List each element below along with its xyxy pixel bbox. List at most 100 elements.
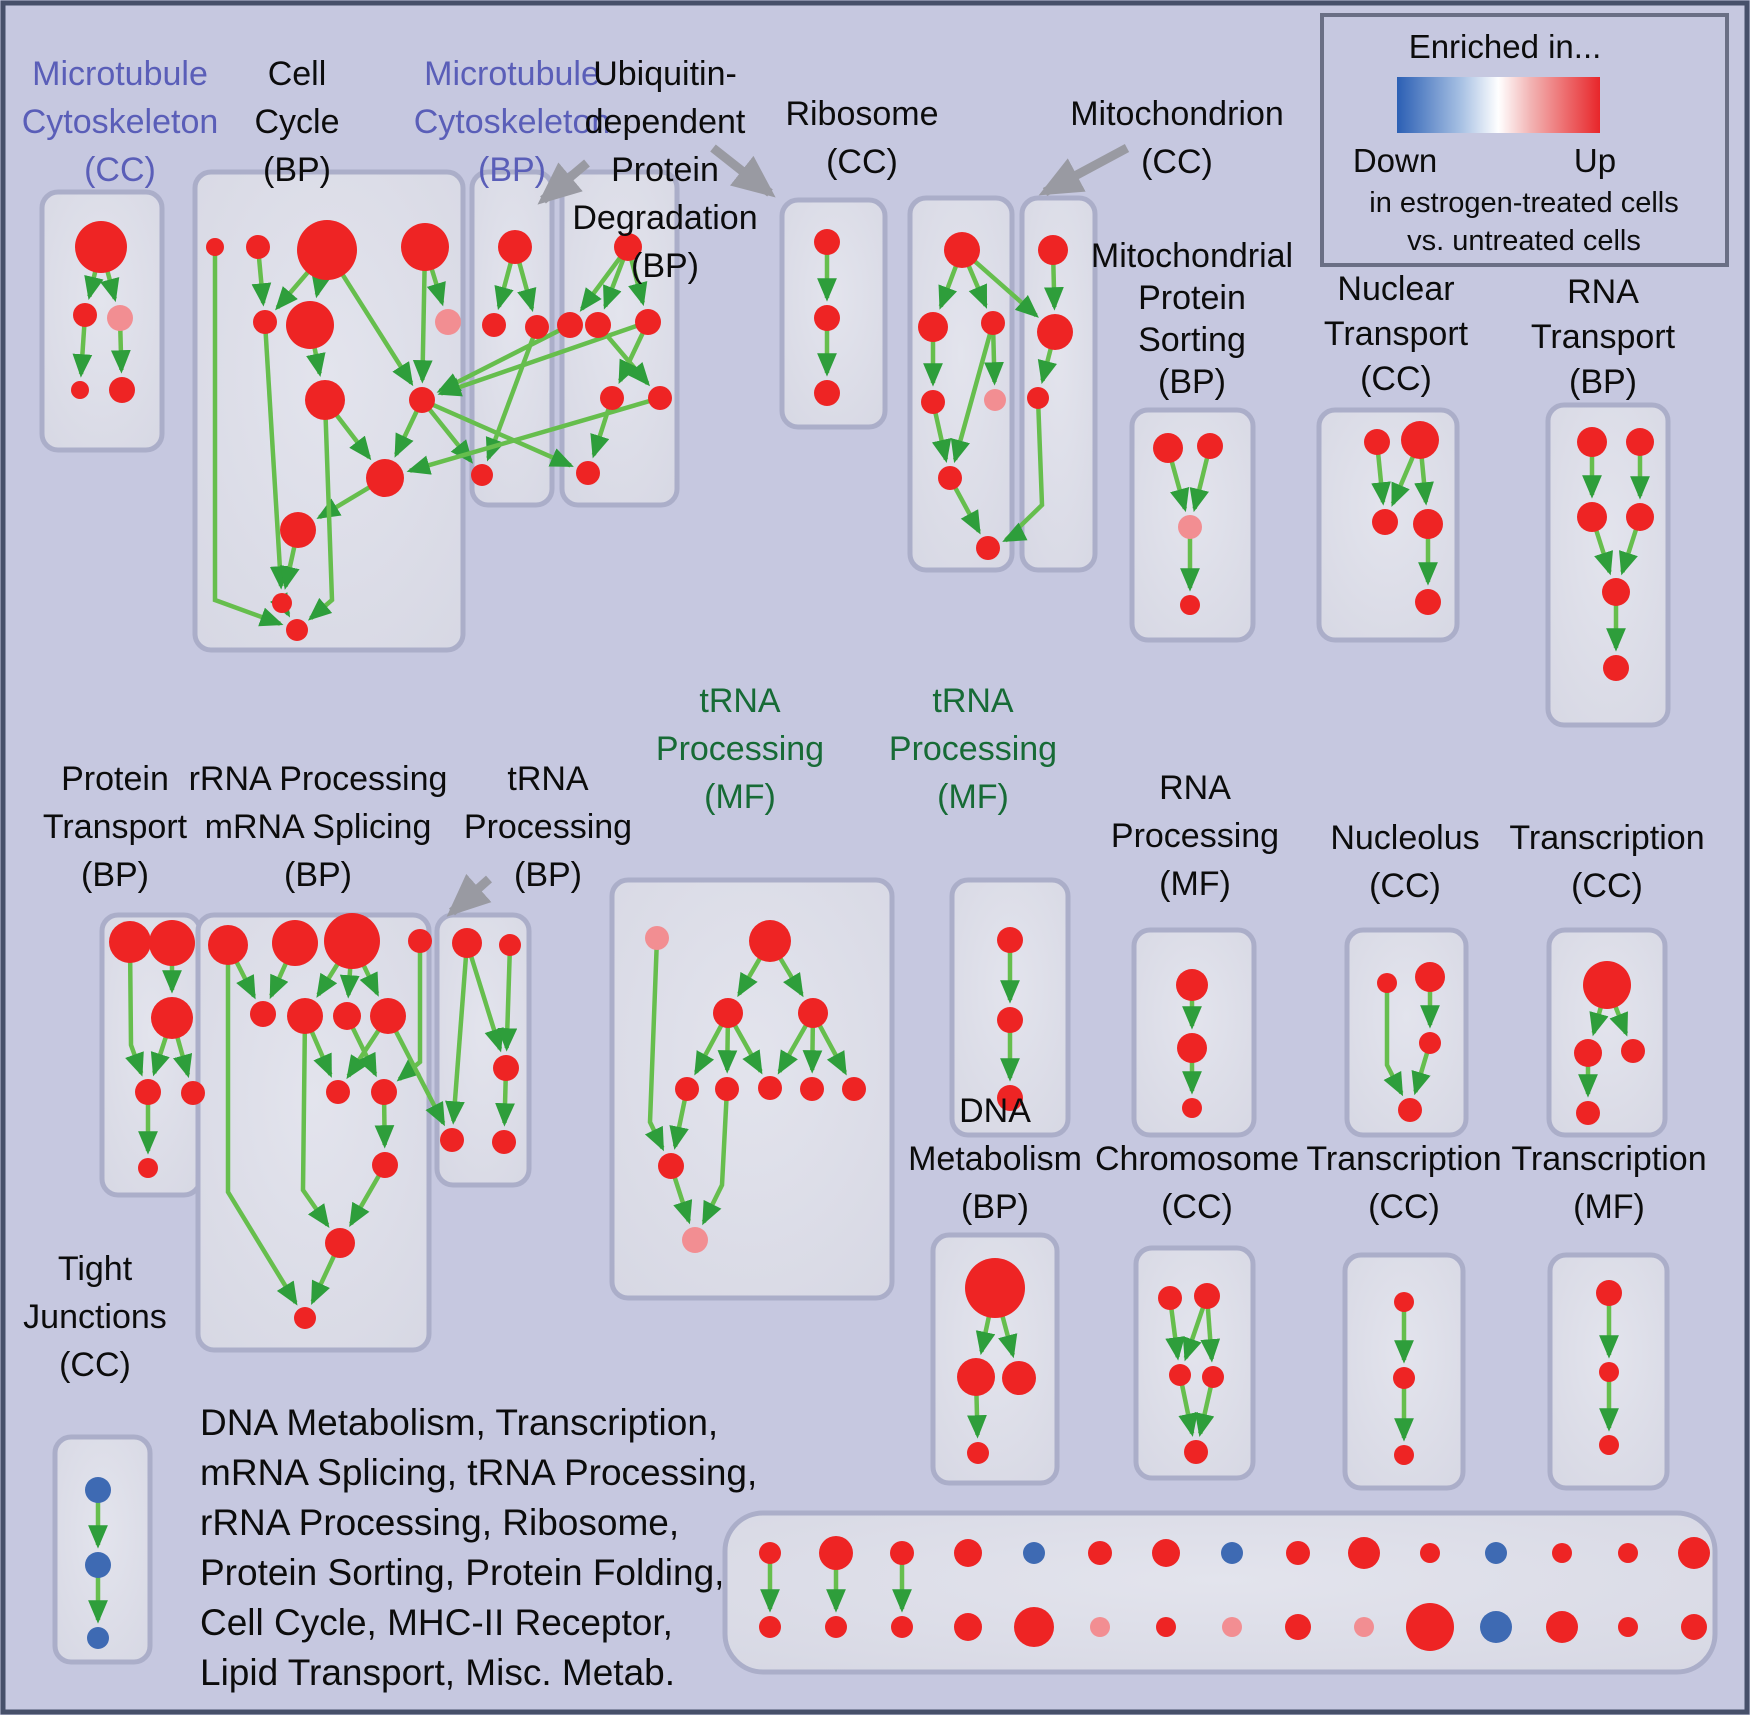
gene-node-xt9[interactable] <box>1286 1541 1310 1565</box>
gene-node-d2[interactable] <box>557 312 583 338</box>
gene-node-j1[interactable] <box>109 921 151 963</box>
gene-node-dd3[interactable] <box>814 380 840 406</box>
gene-node-g1[interactable] <box>1153 433 1183 463</box>
gene-node-f3[interactable] <box>1027 387 1049 409</box>
gene-node-xt3[interactable] <box>890 1541 914 1565</box>
gene-node-t3[interactable] <box>1394 1445 1414 1465</box>
gene-node-p3[interactable] <box>1419 1032 1441 1054</box>
gene-node-s4[interactable] <box>1202 1366 1224 1388</box>
gene-node-m4[interactable] <box>675 1077 699 1101</box>
gene-node-dd2[interactable] <box>814 305 840 331</box>
gene-node-xt2[interactable] <box>819 1536 853 1570</box>
gene-node-a4[interactable] <box>71 381 89 399</box>
gene-node-xt13[interactable] <box>1552 1543 1572 1563</box>
gene-node-p4[interactable] <box>1398 1098 1422 1122</box>
gene-node-q3[interactable] <box>1621 1039 1645 1063</box>
gene-node-k13[interactable] <box>294 1307 316 1329</box>
gene-node-r4[interactable] <box>967 1442 989 1464</box>
gene-node-b9[interactable] <box>409 387 435 413</box>
gene-node-xb10[interactable] <box>1354 1617 1374 1637</box>
gene-node-k3[interactable] <box>324 913 380 969</box>
gene-node-u1[interactable] <box>1596 1280 1622 1306</box>
gene-node-xb2[interactable] <box>825 1616 847 1638</box>
gene-node-g4[interactable] <box>1180 595 1200 615</box>
gene-node-u2[interactable] <box>1599 1362 1619 1382</box>
gene-node-xb12[interactable] <box>1480 1611 1512 1643</box>
gene-node-q4[interactable] <box>1576 1101 1600 1125</box>
gene-node-i4[interactable] <box>1626 503 1654 531</box>
gene-node-b12[interactable] <box>272 593 292 613</box>
gene-node-xt12[interactable] <box>1485 1542 1507 1564</box>
gene-node-m7[interactable] <box>800 1077 824 1101</box>
gene-node-b1[interactable] <box>206 238 224 256</box>
gene-node-l5[interactable] <box>492 1130 516 1154</box>
gene-node-j5[interactable] <box>181 1081 205 1105</box>
gene-node-l1[interactable] <box>452 928 482 958</box>
gene-node-k4[interactable] <box>408 929 432 953</box>
gene-node-d4[interactable] <box>600 386 624 410</box>
gene-node-a5[interactable] <box>109 377 135 403</box>
gene-node-g2[interactable] <box>1197 433 1223 459</box>
gene-node-e5[interactable] <box>984 389 1006 411</box>
gene-node-xt5[interactable] <box>1023 1542 1045 1564</box>
gene-node-k12[interactable] <box>325 1228 355 1258</box>
gene-node-q1[interactable] <box>1583 961 1631 1009</box>
gene-node-d3[interactable] <box>635 309 661 335</box>
gene-node-xb11[interactable] <box>1406 1603 1454 1651</box>
gene-node-xb8[interactable] <box>1222 1617 1242 1637</box>
gene-node-v2[interactable] <box>85 1552 111 1578</box>
gene-node-t2[interactable] <box>1393 1367 1415 1389</box>
gene-node-xb7[interactable] <box>1156 1617 1176 1637</box>
gene-node-l3[interactable] <box>493 1055 519 1081</box>
gene-node-m1[interactable] <box>749 920 791 962</box>
gene-node-a2[interactable] <box>73 303 97 327</box>
gene-node-m3[interactable] <box>798 998 828 1028</box>
gene-node-d6[interactable] <box>576 461 600 485</box>
gene-node-t1[interactable] <box>1394 1292 1414 1312</box>
gene-node-xt10[interactable] <box>1348 1537 1380 1569</box>
gene-node-k11[interactable] <box>372 1152 398 1178</box>
gene-node-xt6[interactable] <box>1088 1541 1112 1565</box>
gene-node-j2[interactable] <box>149 920 195 966</box>
gene-node-mp[interactable] <box>645 926 669 950</box>
gene-node-xt4[interactable] <box>954 1539 982 1567</box>
gene-node-b13[interactable] <box>286 619 308 641</box>
gene-node-b5[interactable] <box>253 310 277 334</box>
gene-node-xt14[interactable] <box>1618 1543 1638 1563</box>
gene-node-n3[interactable] <box>997 1085 1023 1111</box>
gene-node-m6[interactable] <box>758 1076 782 1100</box>
gene-node-xb13[interactable] <box>1546 1611 1578 1643</box>
gene-node-xb5[interactable] <box>1014 1607 1054 1647</box>
gene-node-dd1[interactable] <box>814 229 840 255</box>
gene-node-b7[interactable] <box>435 309 461 335</box>
gene-node-m2[interactable] <box>713 998 743 1028</box>
gene-node-c2[interactable] <box>482 313 506 337</box>
gene-node-j6[interactable] <box>138 1158 158 1178</box>
gene-node-m9[interactable] <box>658 1153 684 1179</box>
gene-node-f1[interactable] <box>1038 235 1068 265</box>
gene-node-o2[interactable] <box>1177 1033 1207 1063</box>
gene-node-v1[interactable] <box>85 1477 111 1503</box>
gene-node-e1[interactable] <box>944 232 980 268</box>
gene-node-m5[interactable] <box>715 1077 739 1101</box>
gene-node-d5[interactable] <box>648 386 672 410</box>
gene-node-p2[interactable] <box>1415 962 1445 992</box>
gene-node-l2[interactable] <box>499 934 521 956</box>
gene-node-e3[interactable] <box>981 311 1005 335</box>
gene-node-e2[interactable] <box>918 312 948 342</box>
gene-node-v3[interactable] <box>87 1627 109 1649</box>
gene-node-e6[interactable] <box>938 466 962 490</box>
gene-node-r2[interactable] <box>957 1358 995 1396</box>
gene-node-j4[interactable] <box>135 1079 161 1105</box>
gene-node-r3[interactable] <box>1002 1361 1036 1395</box>
gene-node-xt8[interactable] <box>1221 1542 1243 1564</box>
gene-node-l4[interactable] <box>440 1128 464 1152</box>
gene-node-i2[interactable] <box>1626 428 1654 456</box>
gene-node-b6[interactable] <box>286 301 334 349</box>
gene-node-k9[interactable] <box>326 1080 350 1104</box>
gene-node-o3[interactable] <box>1182 1098 1202 1118</box>
gene-node-n1[interactable] <box>997 927 1023 953</box>
gene-node-h1[interactable] <box>1364 429 1390 455</box>
gene-node-c3[interactable] <box>525 315 549 339</box>
gene-node-f2[interactable] <box>1037 314 1073 350</box>
